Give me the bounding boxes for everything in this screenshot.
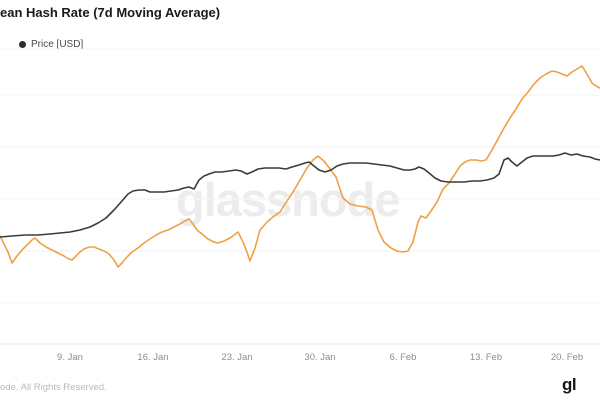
x-axis-tick-label: 30. Jan [304,352,336,363]
legend-dot-price-icon [19,41,26,48]
x-axis-tick-label: 16. Jan [137,352,169,363]
hash_rate-line [0,65,600,268]
x-axis-labels: 9. Jan 16. Jan 23. Jan 30. Jan 6. Feb 13. Feb… [0,352,600,364]
x-axis-tick-label: 9. Jan [57,352,83,363]
legend-label-price[interactable]: Price [USD] [31,39,84,50]
copyright-text: ode. All Rights Reserved. [0,382,107,393]
glassnode-logo: gl [562,375,577,394]
x-axis-tick-label: 6. Feb [389,352,417,363]
page-title: ean Hash Rate (7d Moving Average) [0,5,221,20]
price-line [0,152,600,238]
legend-item-hash-rate-clipped: e [0,39,4,50]
x-axis-tick-label: 20. Feb [550,352,584,363]
x-axis-tick-label: 13. Feb [469,352,503,363]
x-axis-tick-label: 23. Jan [221,352,253,363]
chart-legend: e Price [USD] [0,38,83,51]
